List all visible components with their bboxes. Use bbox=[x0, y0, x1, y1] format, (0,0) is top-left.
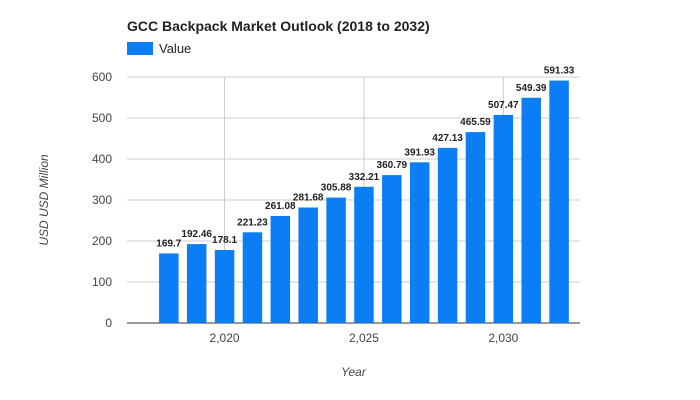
data-label: 169.7 bbox=[156, 238, 181, 249]
bar bbox=[409, 162, 430, 323]
bar bbox=[298, 207, 318, 323]
bar bbox=[326, 197, 346, 323]
legend-label: Value bbox=[159, 41, 192, 56]
data-label: 591.33 bbox=[544, 66, 575, 77]
data-label: 281.68 bbox=[293, 193, 324, 204]
y-tick-label: 500 bbox=[92, 111, 112, 125]
bar bbox=[270, 215, 291, 323]
bar bbox=[549, 80, 569, 323]
data-label: 465.59 bbox=[460, 117, 491, 128]
data-label: 507.47 bbox=[488, 100, 519, 111]
y-axis-title: USD USD Million bbox=[37, 154, 51, 246]
data-label: 178.1 bbox=[212, 235, 237, 246]
legend: Value bbox=[127, 41, 191, 56]
data-label: 549.39 bbox=[516, 83, 547, 94]
y-tick-label: 200 bbox=[92, 234, 112, 248]
y-tick-label: 400 bbox=[92, 152, 112, 166]
x-tick-label: 2,030 bbox=[488, 331, 518, 345]
chart-title: GCC Backpack Market Outlook (2018 to 203… bbox=[127, 18, 430, 34]
data-label: 391.93 bbox=[404, 147, 435, 158]
bar bbox=[382, 175, 402, 323]
bar bbox=[437, 147, 458, 323]
y-tick-label: 600 bbox=[92, 70, 112, 84]
y-tick-label: 300 bbox=[92, 193, 112, 207]
bar bbox=[493, 114, 514, 323]
data-label: 221.23 bbox=[237, 217, 268, 228]
bar bbox=[354, 186, 374, 323]
bar bbox=[159, 253, 179, 323]
data-label: 332.21 bbox=[349, 172, 380, 183]
y-tick-label: 0 bbox=[105, 316, 112, 330]
x-tick-label: 2,025 bbox=[349, 331, 379, 345]
bar bbox=[214, 249, 235, 323]
legend-swatch bbox=[127, 42, 153, 55]
x-tick-label: 2,020 bbox=[210, 331, 240, 345]
x-axis-title: Year bbox=[341, 365, 367, 379]
data-label: 427.13 bbox=[432, 133, 463, 144]
data-label: 305.88 bbox=[321, 183, 352, 194]
y-tick-label: 100 bbox=[92, 275, 112, 289]
bar bbox=[242, 232, 263, 323]
bar bbox=[521, 97, 541, 324]
data-label: 192.46 bbox=[181, 229, 212, 240]
data-label: 261.08 bbox=[265, 201, 296, 212]
bar bbox=[186, 244, 207, 323]
bar bbox=[465, 132, 486, 323]
data-label: 360.79 bbox=[377, 160, 408, 171]
